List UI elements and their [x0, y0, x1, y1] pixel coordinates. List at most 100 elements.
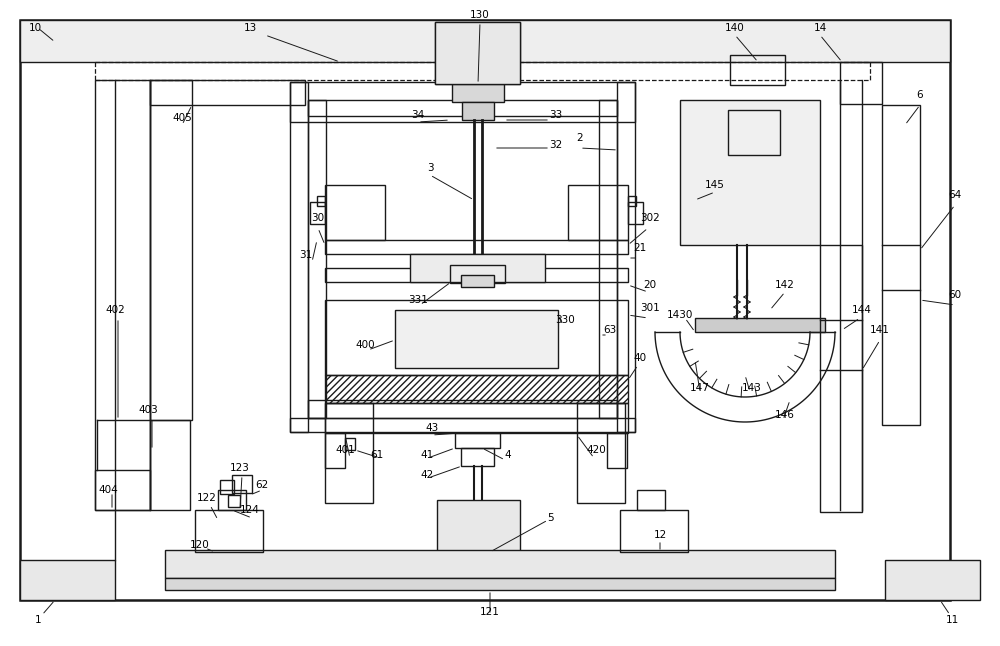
- Bar: [232, 475, 252, 493]
- Bar: [637, 490, 665, 510]
- Text: 122: 122: [197, 493, 217, 503]
- Text: 146: 146: [775, 410, 795, 420]
- Bar: [628, 196, 636, 206]
- Text: 2: 2: [577, 133, 583, 143]
- Text: 1: 1: [35, 615, 41, 625]
- Text: 61: 61: [370, 450, 384, 460]
- Text: 330: 330: [555, 315, 575, 325]
- Text: 141: 141: [870, 325, 890, 335]
- Bar: [820, 245, 862, 512]
- Text: 143: 143: [742, 383, 762, 393]
- Text: 140: 140: [725, 23, 745, 33]
- Bar: [435, 22, 520, 84]
- Text: 142: 142: [775, 280, 795, 290]
- Bar: [308, 400, 617, 418]
- Text: 14: 14: [813, 23, 827, 33]
- Text: 31: 31: [299, 250, 313, 260]
- Bar: [95, 80, 150, 510]
- Bar: [228, 495, 240, 507]
- Bar: [840, 62, 882, 104]
- Text: 3: 3: [427, 163, 433, 173]
- Bar: [20, 20, 950, 62]
- Text: 301: 301: [640, 303, 660, 313]
- Bar: [290, 418, 635, 432]
- Bar: [325, 433, 345, 468]
- Text: 12: 12: [653, 530, 667, 540]
- Bar: [452, 84, 504, 102]
- Bar: [885, 560, 980, 600]
- Text: 10: 10: [28, 23, 42, 33]
- Text: 41: 41: [420, 450, 434, 460]
- Bar: [325, 403, 373, 503]
- Bar: [462, 102, 494, 120]
- Bar: [290, 82, 308, 432]
- Text: 145: 145: [705, 180, 725, 190]
- Bar: [325, 240, 628, 254]
- Text: 62: 62: [255, 480, 269, 490]
- Text: 147: 147: [690, 383, 710, 393]
- Text: 21: 21: [633, 243, 647, 253]
- Text: 60: 60: [948, 290, 962, 300]
- Bar: [95, 470, 150, 510]
- Bar: [308, 100, 326, 418]
- Text: 401: 401: [335, 445, 355, 455]
- Text: 42: 42: [420, 470, 434, 480]
- Bar: [325, 300, 628, 375]
- Text: 400: 400: [355, 340, 375, 350]
- Text: 63: 63: [603, 325, 617, 335]
- Text: 33: 33: [549, 110, 563, 120]
- Bar: [290, 82, 635, 122]
- Bar: [680, 100, 820, 245]
- Text: 4: 4: [505, 450, 511, 460]
- Text: 121: 121: [480, 607, 500, 617]
- Text: 43: 43: [425, 423, 439, 433]
- Text: 124: 124: [240, 505, 260, 515]
- Text: 30: 30: [311, 213, 325, 223]
- Bar: [437, 500, 520, 552]
- Bar: [20, 560, 115, 600]
- Bar: [325, 268, 628, 282]
- Text: 40: 40: [633, 353, 647, 363]
- Text: 402: 402: [105, 305, 125, 315]
- Bar: [308, 100, 617, 116]
- Bar: [450, 265, 505, 283]
- Text: 123: 123: [230, 463, 250, 473]
- Text: 34: 34: [411, 110, 425, 120]
- Bar: [455, 433, 500, 448]
- Bar: [220, 480, 234, 494]
- Text: 130: 130: [470, 10, 490, 20]
- Bar: [310, 202, 325, 224]
- Bar: [325, 403, 628, 433]
- Bar: [461, 448, 494, 466]
- Bar: [617, 82, 635, 432]
- Bar: [728, 110, 780, 155]
- Bar: [150, 80, 305, 105]
- Text: 403: 403: [138, 405, 158, 415]
- Bar: [882, 105, 920, 425]
- Bar: [218, 490, 246, 510]
- Bar: [165, 550, 835, 578]
- Text: 420: 420: [586, 445, 606, 455]
- Bar: [695, 318, 825, 332]
- Text: 144: 144: [852, 305, 872, 315]
- Bar: [345, 438, 355, 450]
- Text: 20: 20: [643, 280, 657, 290]
- Bar: [317, 196, 325, 206]
- Bar: [195, 510, 263, 552]
- Bar: [325, 375, 628, 403]
- Bar: [607, 433, 627, 468]
- Text: 11: 11: [945, 615, 959, 625]
- Text: 13: 13: [243, 23, 257, 33]
- Text: 32: 32: [549, 140, 563, 150]
- Text: 5: 5: [547, 513, 553, 523]
- Bar: [325, 185, 385, 240]
- Bar: [395, 310, 558, 368]
- Bar: [568, 185, 628, 240]
- Bar: [461, 275, 494, 287]
- Text: 6: 6: [917, 90, 923, 100]
- Bar: [165, 578, 835, 590]
- Text: 331: 331: [408, 295, 428, 305]
- Text: 1430: 1430: [667, 310, 693, 320]
- Bar: [628, 202, 643, 224]
- Text: 64: 64: [948, 190, 962, 200]
